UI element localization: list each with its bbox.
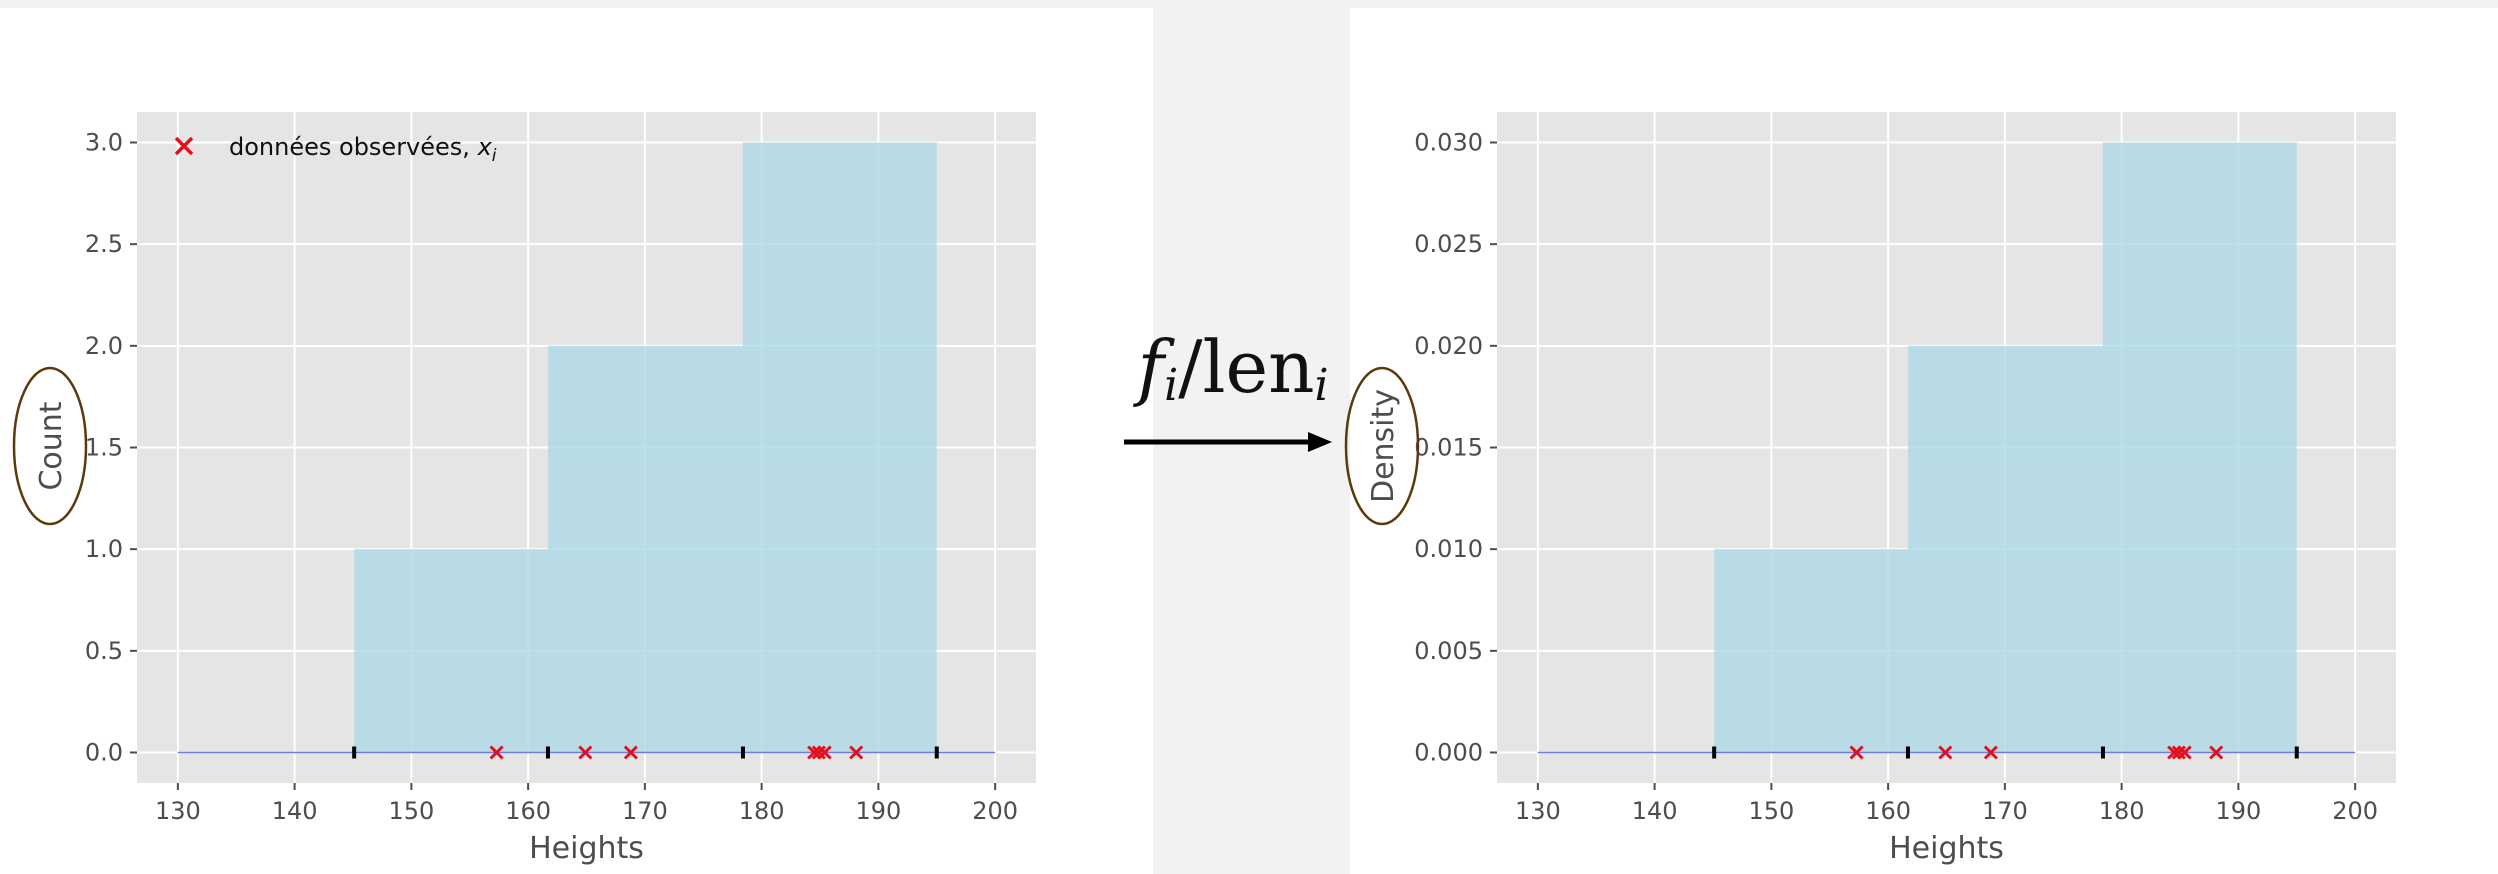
formula-slash: /	[1178, 325, 1203, 409]
x-axis-label: Heights	[529, 831, 644, 866]
formula-len: len	[1202, 325, 1315, 409]
legend-marker-icon	[174, 136, 194, 156]
y-tick-label: 0.000	[1414, 739, 1483, 767]
y-tick-label: 1.0	[85, 535, 123, 563]
observation-marker	[849, 745, 864, 760]
x-tick-label: 130	[1515, 797, 1561, 825]
histogram-bar	[742, 142, 937, 753]
histogram-bar	[1907, 345, 2103, 753]
y-axis-label: Density	[1366, 389, 1401, 503]
observation-marker	[2209, 745, 2224, 760]
y-tick-label: 2.0	[85, 332, 123, 360]
x-tick-label: 180	[739, 797, 785, 825]
y-tick-label: 0.0	[85, 739, 123, 767]
x-tick-label: 160	[1865, 797, 1911, 825]
histogram-bar	[354, 549, 548, 753]
y-tick-label: 0.025	[1414, 230, 1483, 258]
x-tick-label: 130	[155, 797, 201, 825]
observation-marker	[1849, 745, 1864, 760]
x-tick-label: 160	[505, 797, 551, 825]
legend-variable: x	[477, 133, 493, 161]
x-axis-label: Heights	[1889, 831, 2004, 866]
histogram-bar	[547, 345, 743, 753]
observation-marker	[1983, 745, 1998, 760]
histogram-bar	[1714, 549, 1908, 753]
y-tick-label: 0.030	[1414, 129, 1483, 157]
legend-text: données observées,	[229, 133, 478, 161]
y-tick-label: 3.0	[85, 129, 123, 157]
formula-sub-i2: i	[1314, 360, 1329, 411]
ylabel-highlight-ellipse	[12, 366, 88, 526]
histogram-bar	[2102, 142, 2297, 753]
observation-marker	[578, 745, 593, 760]
observation-marker	[489, 745, 504, 760]
observation-marker	[817, 745, 832, 760]
y-tick-label: 0.5	[85, 637, 123, 665]
y-tick-label: 0.015	[1414, 434, 1483, 462]
x-tick-label: 190	[855, 797, 901, 825]
x-tick-label: 200	[2332, 797, 2378, 825]
x-tick-label: 170	[1982, 797, 2028, 825]
ylabel-highlight-ellipse	[1344, 366, 1420, 526]
x-tick-label: 140	[1632, 797, 1678, 825]
legend-label: données observées, xi	[229, 133, 497, 166]
x-tick-label: 140	[272, 797, 318, 825]
y-tick-label: 0.005	[1414, 637, 1483, 665]
x-tick-label: 200	[972, 797, 1018, 825]
observation-marker	[811, 745, 826, 760]
y-tick-label: 2.5	[85, 230, 123, 258]
normalization-formula: fi/leni	[1118, 325, 1348, 411]
observation-marker	[2167, 745, 2182, 760]
observation-marker	[2171, 745, 2186, 760]
observation-marker	[623, 745, 638, 760]
x-tick-label: 190	[2215, 797, 2261, 825]
x-tick-label: 180	[2099, 797, 2145, 825]
right-arrow-icon	[1124, 432, 1332, 452]
y-tick-label: 1.5	[85, 434, 123, 462]
x-tick-label: 150	[1748, 797, 1794, 825]
observation-marker	[807, 745, 822, 760]
observation-marker	[2177, 745, 2192, 760]
y-tick-label: 0.010	[1414, 535, 1483, 563]
x-tick-label: 150	[388, 797, 434, 825]
y-tick-label: 0.020	[1414, 332, 1483, 360]
x-tick-label: 170	[622, 797, 668, 825]
legend-subscript: i	[492, 146, 497, 166]
formula-sub-i: i	[1164, 360, 1179, 411]
formula-f: f	[1137, 325, 1165, 409]
y-axis-label: Count	[34, 401, 69, 490]
observation-marker	[1938, 745, 1953, 760]
